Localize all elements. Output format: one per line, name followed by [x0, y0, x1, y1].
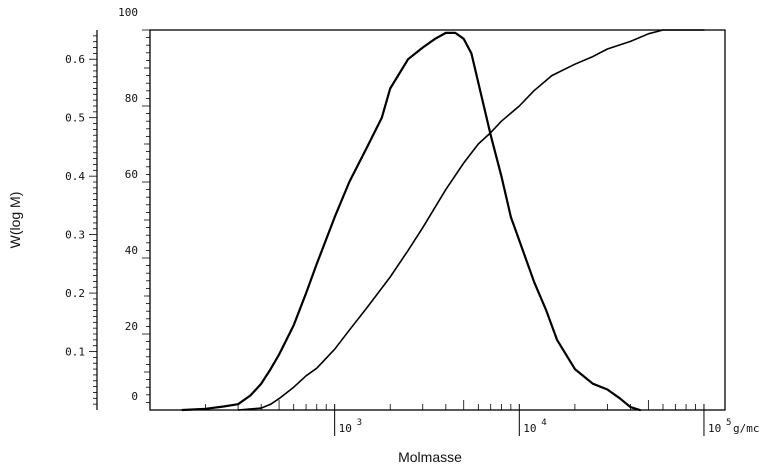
left-axis-tick-label: 0.4: [65, 170, 85, 183]
x-unit-label: g/mc: [733, 422, 760, 435]
x-axis-title: Molmasse: [398, 449, 462, 465]
distribution-curve: [181, 31, 642, 412]
right-axis-tick-label: 60: [125, 168, 138, 181]
right-axis-tick-label: 100: [118, 6, 138, 19]
series-layer: [181, 29, 705, 412]
left-axis-tick-label: 0.1: [65, 346, 85, 359]
x-axis-tick-exponent: 4: [541, 418, 546, 428]
cumulative-curve: [237, 29, 705, 411]
left-axis-tick-label: 0.2: [65, 287, 85, 300]
right-axis-tick-label: 20: [125, 320, 138, 333]
x-axis-tick-label: 10: [523, 422, 536, 435]
left-y-axis: 0.1 0.2 0.3 0.4 0.5 0.6: [65, 30, 98, 410]
right-axis-tick-label: 0: [131, 390, 138, 403]
x-axis-tick-exponent: 5: [726, 418, 731, 428]
right-axis-tick-label: 80: [125, 92, 138, 105]
x-axis-tick-label: 10: [708, 422, 721, 435]
right-y-axis: 0 20 40 60 80 100: [118, 6, 150, 403]
plot-area: [149, 29, 726, 411]
x-axis-tick-label: 10: [339, 422, 352, 435]
x-axis: 10 3 10 4 10 5: [205, 400, 731, 436]
left-axis-tick-label: 0.5: [65, 112, 85, 125]
right-axis-tick-label: 40: [125, 244, 138, 257]
y-axis-title: W(log M): [7, 192, 23, 249]
left-axis-tick-label: 0.6: [65, 53, 85, 66]
x-axis-tick-exponent: 3: [357, 418, 362, 428]
left-axis-tick-label: 0.3: [65, 229, 85, 242]
